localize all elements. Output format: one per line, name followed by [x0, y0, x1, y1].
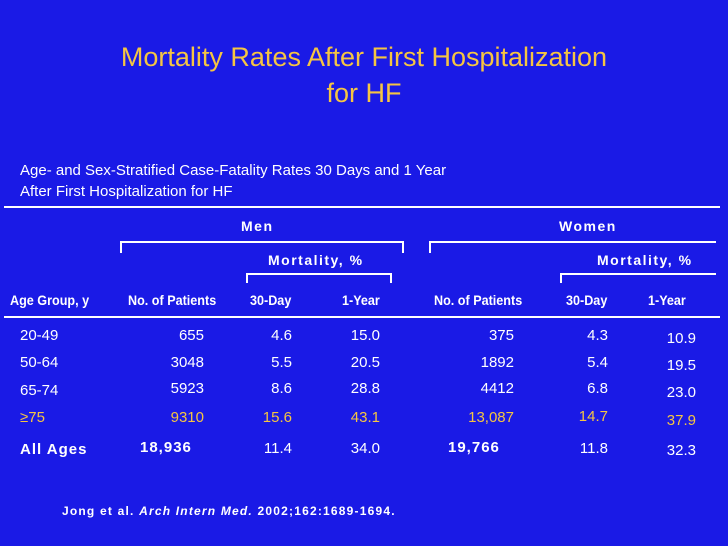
- group-header-men: Men: [241, 218, 274, 234]
- cell-men-30day: 4.6: [271, 327, 292, 344]
- cell-women-1year: 37.9: [666, 412, 696, 429]
- women-span-line: [429, 241, 716, 243]
- col-header-women-patients: No. of Patients: [434, 292, 523, 308]
- slide-title-line1: Mortality Rates After First Hospitalizat…: [120, 42, 608, 72]
- men-span-line: [120, 241, 404, 243]
- men-mortality-left-tick: [246, 273, 248, 283]
- mortality-label-women: Mortality, %: [597, 252, 693, 268]
- cell-men-1year: 15.0: [350, 327, 380, 344]
- cell-women-patients: 4412: [480, 380, 514, 397]
- cell-women-patients: 1892: [480, 354, 514, 371]
- cell-women-1year: 19.5: [666, 357, 696, 374]
- cell-age: 20-49: [20, 327, 59, 344]
- cell-women-patients: 19,766: [448, 439, 500, 456]
- cell-men-patients: 9310: [170, 409, 204, 426]
- cell-women-30day: 5.4: [587, 354, 608, 371]
- women-mortality-left-tick: [560, 273, 562, 283]
- cell-men-30day: 5.5: [271, 354, 292, 371]
- cell-men-30day: 15.6: [262, 409, 292, 426]
- men-mortality-rule: [246, 273, 392, 275]
- cell-women-1year: 10.9: [666, 330, 696, 347]
- cell-men-patients: 18,936: [140, 439, 192, 456]
- cell-men-1year: 20.5: [350, 354, 380, 371]
- cell-men-patients: 655: [178, 327, 204, 344]
- citation: Jong et al. Arch Intern Med. 2002;162:16…: [62, 504, 396, 518]
- cell-age: All Ages: [20, 441, 88, 458]
- mortality-label-men: Mortality, %: [268, 252, 364, 268]
- cell-women-30day: 4.3: [587, 327, 608, 344]
- col-header-women-30day: 30-Day: [566, 292, 608, 308]
- cell-men-patients: 3048: [170, 354, 204, 371]
- cell-women-30day: 11.8: [579, 440, 608, 457]
- cell-age: 50-64: [20, 354, 59, 371]
- col-header-men-30day: 30-Day: [250, 292, 292, 308]
- cell-men-1year: 28.8: [350, 380, 380, 397]
- table-header-rule: [4, 316, 720, 318]
- cell-women-patients: 375: [488, 327, 514, 344]
- citation-journal: Arch Intern Med.: [139, 504, 253, 518]
- citation-details: 2002;162:1689-1694.: [257, 504, 396, 518]
- cell-age: ≥75: [20, 409, 45, 426]
- women-mortality-rule: [560, 273, 716, 275]
- slide-title-line2: for HF: [326, 78, 402, 108]
- cell-women-1year: 23.0: [666, 384, 696, 401]
- cell-women-30day: 6.8: [587, 380, 608, 397]
- men-span-right-tick: [402, 241, 404, 253]
- col-header-women-1year: 1-Year: [648, 292, 686, 308]
- table-caption-line2: After First Hospitalization for HF: [20, 183, 233, 200]
- cell-women-30day: 14.7: [578, 408, 608, 425]
- cell-women-patients: 13,087: [468, 409, 514, 426]
- table-caption-line1: Age- and Sex-Stratified Case-Fatality Ra…: [20, 162, 447, 179]
- col-header-age-group: Age Group, y: [10, 292, 90, 308]
- col-header-men-1year: 1-Year: [342, 292, 380, 308]
- cell-men-1year: 34.0: [350, 440, 380, 457]
- table-top-rule: [4, 206, 720, 208]
- cell-women-1year: 32.3: [666, 442, 696, 459]
- women-span-left-tick: [429, 241, 431, 253]
- cell-men-30day: 11.4: [263, 440, 292, 457]
- col-header-men-patients: No. of Patients: [128, 292, 217, 308]
- citation-authors: Jong et al.: [62, 504, 135, 518]
- cell-men-patients: 5923: [170, 380, 204, 397]
- cell-age: 65-74: [20, 382, 59, 399]
- cell-men-1year: 43.1: [350, 409, 380, 426]
- group-header-women: Women: [559, 218, 617, 234]
- cell-men-30day: 8.6: [271, 380, 292, 397]
- men-span-left-tick: [120, 241, 122, 253]
- men-mortality-right-tick: [390, 273, 392, 283]
